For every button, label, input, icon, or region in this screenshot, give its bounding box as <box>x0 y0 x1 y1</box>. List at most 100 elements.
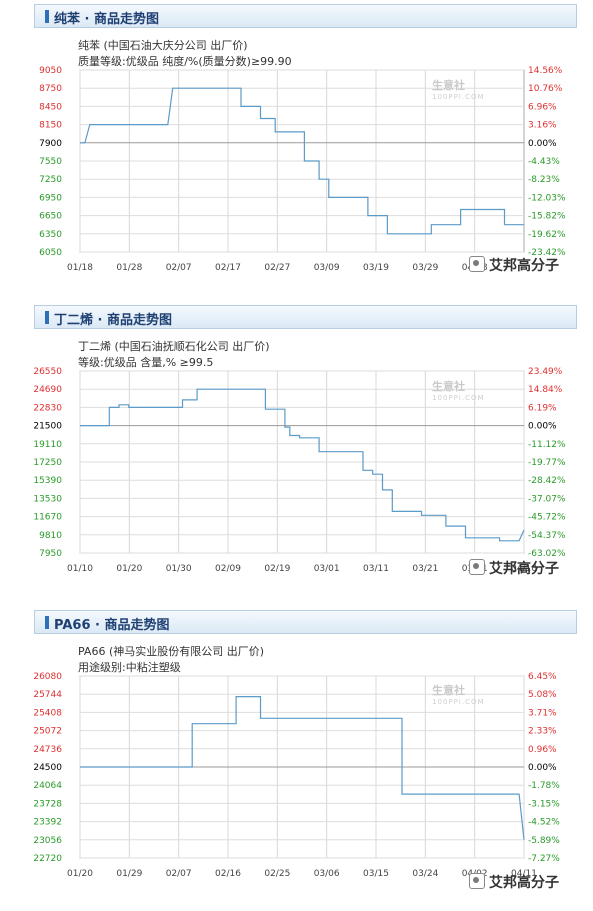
y-tick-label: 21500 <box>34 422 62 432</box>
y-tick-label: 7950 <box>39 549 62 559</box>
logo-text: 生意社 <box>432 79 465 92</box>
pct-tick-label: -23.42% <box>528 248 566 258</box>
pct-tick-label: -19.62% <box>528 230 566 240</box>
chart-subtitle-grade: 等级:优级品 含量,% ≥99.5 <box>78 356 214 369</box>
pct-tick-label: 14.56% <box>528 66 563 76</box>
chart-header-title: 纯苯 · 商品走势图 <box>54 12 159 27</box>
pct-tick-label: 5.08% <box>528 690 557 700</box>
chart-subtitle-product: 纯苯 (中国石油大庆分公司 出厂价) <box>78 39 248 52</box>
pct-tick-label: -37.07% <box>528 494 566 504</box>
pct-tick-label: -5.89% <box>528 836 560 846</box>
x-tick-label: 02/25 <box>264 869 290 879</box>
y-tick-label: 25072 <box>34 727 62 737</box>
y-tick-label: 9810 <box>39 531 62 541</box>
y-tick-label: 26080 <box>34 672 62 682</box>
x-tick-label: 04/10 <box>511 564 537 574</box>
pct-tick-label: 14.84% <box>528 385 563 395</box>
y-tick-label: 23392 <box>34 818 62 828</box>
chart-header: 丁二烯 · 商品走势图 <box>34 305 577 329</box>
y-tick-label: 24064 <box>34 781 62 791</box>
pct-tick-label: 0.00% <box>528 763 557 773</box>
x-tick-label: 02/27 <box>264 263 290 273</box>
site-logo: 生意社 100PPI.COM <box>432 682 485 706</box>
price-series-line <box>80 388 525 542</box>
pct-tick-label: 6.96% <box>528 102 557 112</box>
chart-header-title: 丁二烯 · 商品走势图 <box>54 313 172 328</box>
chart-header: 纯苯 · 商品走势图 <box>34 4 577 28</box>
y-tick-label: 26550 <box>34 367 62 377</box>
chart-subtitle-product: PA66 (神马实业股份有限公司 出厂价) <box>78 645 265 658</box>
watermark: 艾邦高分子 <box>469 872 559 892</box>
header-accent-bar <box>45 616 49 629</box>
y-tick-label: 8150 <box>39 121 62 131</box>
y-tick-label: 23728 <box>34 799 62 809</box>
y-tick-label: 15390 <box>34 476 62 486</box>
pct-tick-label: -19.77% <box>528 458 566 468</box>
chart-header-title: PA66 · 商品走势图 <box>54 618 170 633</box>
y-tick-label: 6350 <box>39 230 62 240</box>
y-tick-label: 17250 <box>34 458 62 468</box>
y-tick-label: 23056 <box>34 836 62 846</box>
x-tick-label: 04/11 <box>511 869 537 879</box>
chart-panel-benzene: 纯苯 · 商品走势图 纯苯 (中国石油大庆分公司 出厂价) 质量等级:优级品 纯… <box>34 4 577 289</box>
pct-tick-label: 6.45% <box>528 672 557 682</box>
x-tick-label: 03/29 <box>412 263 438 273</box>
x-tick-label: 03/06 <box>314 869 340 879</box>
site-logo: 生意社 100PPI.COM <box>432 378 485 402</box>
pct-tick-label: -4.43% <box>528 157 560 167</box>
pct-tick-label: 2.33% <box>528 727 557 737</box>
y-tick-label: 11670 <box>34 513 62 523</box>
x-tick-label: 01/10 <box>67 564 93 574</box>
wechat-icon <box>469 873 485 889</box>
y-tick-label: 25408 <box>34 708 62 718</box>
logo-subtext: 100PPI.COM <box>432 394 485 402</box>
y-tick-label: 22720 <box>34 854 62 864</box>
logo-subtext: 100PPI.COM <box>432 698 485 706</box>
y-tick-label: 7900 <box>39 139 62 149</box>
y-tick-label: 25744 <box>34 690 62 700</box>
pct-tick-label: -28.42% <box>528 476 566 486</box>
chart-panel-butadiene: 丁二烯 · 商品走势图 丁二烯 (中国石油抚顺石化公司 出厂价) 等级:优级品 … <box>34 305 577 590</box>
pct-tick-label: -8.23% <box>528 175 560 185</box>
pct-tick-label: 0.00% <box>528 139 557 149</box>
y-tick-label: 22830 <box>34 403 62 413</box>
y-tick-label: 6650 <box>39 212 62 222</box>
x-tick-label: 02/07 <box>166 869 192 879</box>
chart-subtitle-grade: 用途级别:中粘注塑级 <box>78 661 181 674</box>
pct-tick-label: -63.02% <box>528 549 566 559</box>
chart-subtitle-product: 丁二烯 (中国石油抚顺石化公司 出厂价) <box>78 340 270 353</box>
wechat-icon <box>469 559 485 575</box>
x-tick-label: 03/11 <box>363 564 389 574</box>
chart-panel-pa66: PA66 · 商品走势图 PA66 (神马实业股份有限公司 出厂价) 用途级别:… <box>34 610 577 895</box>
pct-tick-label: -11.12% <box>528 440 566 450</box>
watermark-text: 艾邦高分子 <box>489 561 559 577</box>
y-tick-label: 13530 <box>34 494 62 504</box>
pct-tick-label: -7.27% <box>528 854 560 864</box>
x-tick-label: 03/01 <box>314 564 340 574</box>
pct-tick-label: 23.49% <box>528 367 563 377</box>
pct-tick-label: 6.19% <box>528 403 557 413</box>
chart-subtitle-grade: 质量等级:优级品 纯度/%(质量分数)≥99.90 <box>78 55 292 68</box>
logo-subtext: 100PPI.COM <box>432 93 485 101</box>
pct-tick-label: 0.00% <box>528 422 557 432</box>
x-tick-label: 01/29 <box>116 869 142 879</box>
x-tick-label: 02/17 <box>215 263 241 273</box>
x-tick-label: 01/30 <box>166 564 192 574</box>
x-tick-label: 03/15 <box>363 869 389 879</box>
pct-tick-label: -45.72% <box>528 513 566 523</box>
y-tick-label: 24500 <box>34 763 62 773</box>
x-tick-label: 02/19 <box>264 564 290 574</box>
y-tick-label: 24690 <box>34 385 62 395</box>
x-tick-label: 03/09 <box>314 263 340 273</box>
y-tick-label: 8450 <box>39 102 62 112</box>
pct-tick-label: 3.71% <box>528 708 557 718</box>
x-tick-label: 03/24 <box>412 869 438 879</box>
price-series-line <box>80 695 525 840</box>
header-accent-bar <box>45 311 49 324</box>
y-tick-label: 6950 <box>39 193 62 203</box>
watermark: 艾邦高分子 <box>469 558 559 578</box>
price-series-line <box>80 87 524 235</box>
x-tick-label: 01/20 <box>116 564 142 574</box>
chart-header: PA66 · 商品走势图 <box>34 610 577 634</box>
x-tick-label: 03/19 <box>363 263 389 273</box>
